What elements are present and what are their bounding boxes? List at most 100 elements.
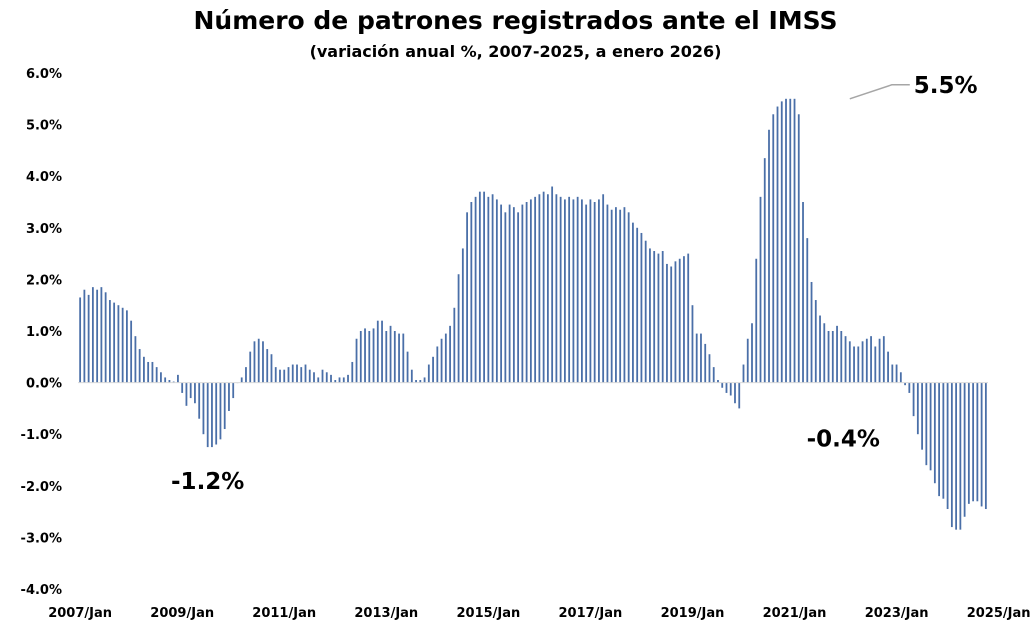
chart-subtitle: (variación anual %, 2007-2025, a enero 2… [309,42,722,61]
bar [912,382,915,417]
bar [517,212,520,383]
bar [559,196,562,383]
bar [185,382,188,406]
bar [402,333,405,383]
bar [925,382,928,466]
bar [721,382,724,388]
bar [967,382,970,504]
bar [155,367,158,383]
bar [181,382,184,393]
bar [113,302,116,383]
bar [219,382,222,440]
bar [551,186,554,383]
bar [508,204,511,383]
bar [904,382,906,386]
bar [929,382,932,471]
bar [887,351,889,383]
bar [789,98,792,383]
bar [768,129,770,383]
bar [398,333,400,383]
bar [831,331,834,383]
bar [802,202,804,383]
bar [746,338,749,383]
bar [372,328,375,383]
bar [206,382,209,448]
bar [840,331,843,383]
bar [389,325,392,383]
bar [500,204,503,383]
bar [87,294,90,383]
bar [623,207,626,383]
bar [381,320,383,383]
bar [687,253,690,383]
bar [610,209,613,383]
bar [678,258,681,383]
bar [410,369,413,383]
bar [483,191,485,383]
bar [704,343,707,383]
bar [725,382,728,393]
bar [338,377,341,383]
bar [525,202,528,383]
bar [108,300,111,383]
bar [130,320,133,383]
bar [615,207,617,383]
bar [542,191,545,383]
bar [177,374,179,383]
bar [487,196,490,383]
bar [440,338,443,383]
bar [780,101,783,383]
bar [636,227,639,383]
bar [755,258,758,383]
annotation-leader-line [849,84,910,100]
bar [700,333,702,383]
x-tick-label: 2021/Jan [763,606,827,621]
y-tick-label: 6.0% [26,67,62,82]
bar [666,263,668,383]
x-tick-label: 2015/Jan [457,606,521,621]
bar [598,199,600,383]
x-tick-label: 2007/Jan [48,606,112,621]
bar [589,199,592,383]
bar [321,369,324,383]
bar [644,240,647,383]
annotation-layer: 5.5%-1.2%-0.4%-2.5% [171,73,978,495]
bar [563,199,566,383]
bar [274,367,277,383]
bar [228,382,230,411]
bar [512,207,515,383]
bar [164,377,167,383]
y-tick-label: 4.0% [26,170,62,185]
bar [138,349,141,383]
bar [304,364,307,383]
y-tick-label: -4.0% [21,583,62,598]
bar [504,212,507,383]
bar [738,382,741,409]
bar [168,380,171,383]
bar [283,369,286,383]
bar [453,307,456,383]
bar [874,346,877,383]
bar [427,364,430,383]
bar [661,251,664,383]
bar [240,377,243,383]
bar [568,196,571,383]
bar [891,364,894,383]
bar [491,194,494,383]
bar [742,364,745,383]
bar [772,114,775,383]
chart-title: Número de patrones registrados ante el I… [193,6,838,35]
bar [151,361,154,383]
bar [729,382,732,396]
bar [916,382,919,435]
bar [147,361,150,383]
bar [495,199,498,383]
bar [640,232,643,383]
bar [436,346,439,383]
bar [691,305,694,383]
bar [457,274,460,383]
bar [806,238,809,383]
annotation-label: -1.2% [171,469,244,495]
bar [955,382,958,530]
bar [415,380,417,383]
